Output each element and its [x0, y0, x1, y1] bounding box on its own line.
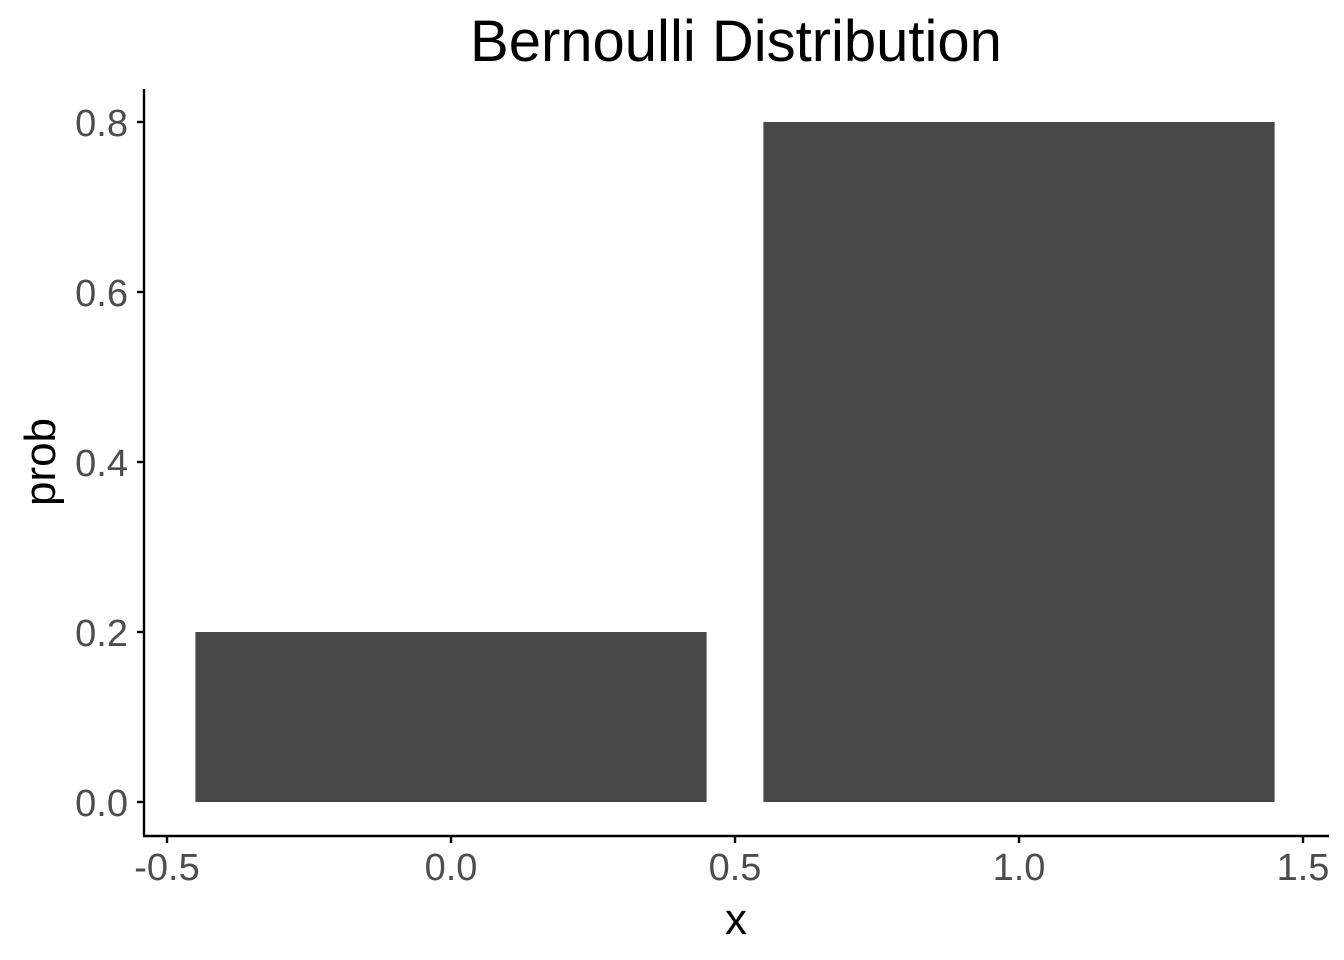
- bars: [195, 122, 1275, 802]
- x-axis-title: x: [725, 895, 747, 944]
- y-axis-title: prob: [16, 418, 65, 506]
- x-tick-label: 1.0: [993, 847, 1046, 889]
- y-tick-label: 0.4: [75, 443, 128, 485]
- x-tick-label: 1.5: [1277, 847, 1330, 889]
- y-tick-label: 0.0: [75, 783, 128, 825]
- x-tick-label: -0.5: [134, 847, 199, 889]
- bar-x-1: [763, 122, 1275, 802]
- y-tick-label: 0.2: [75, 613, 128, 655]
- bar-x-0: [195, 632, 707, 802]
- y-tick-label: 0.6: [75, 273, 128, 315]
- x-tick-label: 0.5: [709, 847, 762, 889]
- chart-title: Bernoulli Distribution: [470, 9, 1002, 74]
- y-axis-ticks: 0.0 0.2 0.4 0.6 0.8: [75, 103, 144, 825]
- x-axis-ticks: -0.5 0.0 0.5 1.0 1.5: [134, 836, 1329, 889]
- x-tick-label: 0.0: [425, 847, 478, 889]
- y-tick-label: 0.8: [75, 103, 128, 145]
